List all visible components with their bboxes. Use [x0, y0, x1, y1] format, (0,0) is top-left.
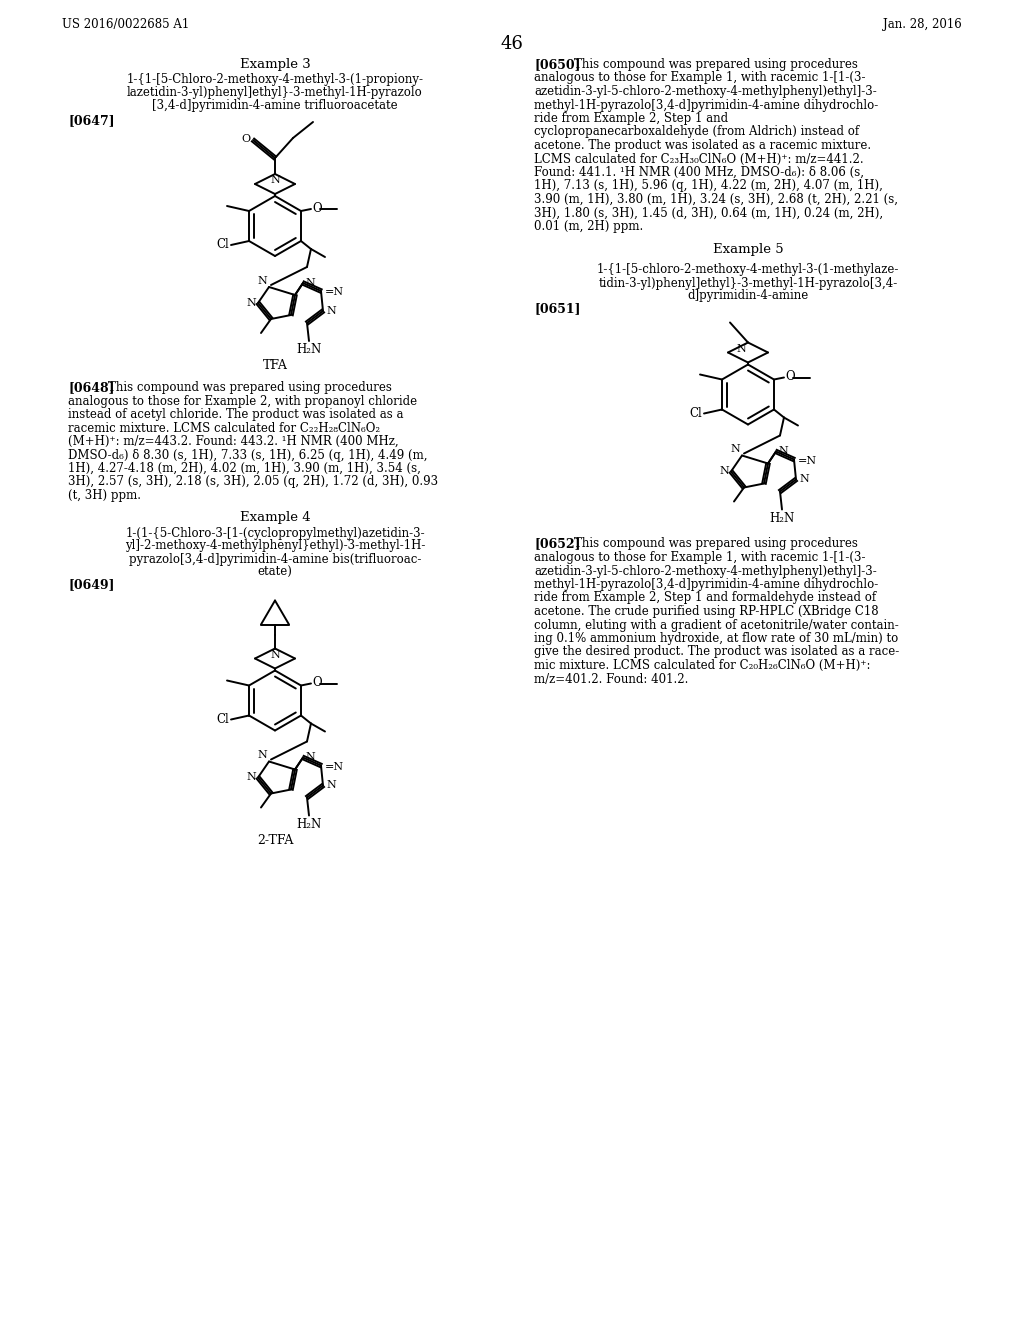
- Text: [0649]: [0649]: [68, 578, 115, 591]
- Text: [0647]: [0647]: [68, 114, 115, 127]
- Text: [0651]: [0651]: [534, 302, 581, 315]
- Text: pyrazolo[3,4-d]pyrimidin-4-amine bis(trifluoroac-: pyrazolo[3,4-d]pyrimidin-4-amine bis(tri…: [129, 553, 421, 565]
- Text: [0648]: [0648]: [68, 381, 115, 393]
- Text: analogous to those for Example 2, with propanoyl chloride: analogous to those for Example 2, with p…: [68, 395, 417, 408]
- Text: Example 3: Example 3: [240, 58, 310, 71]
- Text: (t, 3H) ppm.: (t, 3H) ppm.: [68, 488, 141, 502]
- Text: [0652]: [0652]: [534, 537, 581, 550]
- Text: N: N: [736, 343, 746, 354]
- Text: DMSO-d₆) δ 8.30 (s, 1H), 7.33 (s, 1H), 6.25 (q, 1H), 4.49 (m,: DMSO-d₆) δ 8.30 (s, 1H), 7.33 (s, 1H), 6…: [68, 449, 427, 462]
- Text: analogous to those for Example 1, with racemic 1-[1-(3-: analogous to those for Example 1, with r…: [534, 550, 865, 564]
- Text: N: N: [270, 649, 280, 660]
- Text: etate): etate): [258, 565, 293, 578]
- Text: 3.90 (m, 1H), 3.80 (m, 1H), 3.24 (s, 3H), 2.68 (t, 2H), 2.21 (s,: 3.90 (m, 1H), 3.80 (m, 1H), 3.24 (s, 3H)…: [534, 193, 898, 206]
- Text: N: N: [799, 474, 809, 484]
- Text: Example 4: Example 4: [240, 511, 310, 524]
- Text: N: N: [246, 298, 256, 308]
- Text: N: N: [305, 752, 314, 763]
- Text: instead of acetyl chloride. The product was isolated as a: instead of acetyl chloride. The product …: [68, 408, 403, 421]
- Text: 3H), 1.80 (s, 3H), 1.45 (d, 3H), 0.64 (m, 1H), 0.24 (m, 2H),: 3H), 1.80 (s, 3H), 1.45 (d, 3H), 0.64 (m…: [534, 206, 883, 219]
- Text: O: O: [241, 135, 250, 144]
- Text: 1H), 7.13 (s, 1H), 5.96 (q, 1H), 4.22 (m, 2H), 4.07 (m, 1H),: 1H), 7.13 (s, 1H), 5.96 (q, 1H), 4.22 (m…: [534, 180, 883, 193]
- Text: cyclopropanecarboxaldehyde (from Aldrich) instead of: cyclopropanecarboxaldehyde (from Aldrich…: [534, 125, 859, 139]
- Text: Jan. 28, 2016: Jan. 28, 2016: [884, 18, 962, 30]
- Text: O: O: [785, 370, 795, 383]
- Text: Cl: Cl: [216, 239, 229, 252]
- Text: [3,4-d]pyrimidin-4-amine trifluoroacetate: [3,4-d]pyrimidin-4-amine trifluoroacetat…: [153, 99, 397, 112]
- Text: This compound was prepared using procedures: This compound was prepared using procedu…: [574, 537, 858, 550]
- Text: analogous to those for Example 1, with racemic 1-[1-(3-: analogous to those for Example 1, with r…: [534, 71, 865, 84]
- Text: mic mixture. LCMS calculated for C₂₀H₂₆ClN₆O (M+H)⁺:: mic mixture. LCMS calculated for C₂₀H₂₆C…: [534, 659, 870, 672]
- Text: acetone. The product was isolated as a racemic mixture.: acetone. The product was isolated as a r…: [534, 139, 871, 152]
- Text: d]pyrimidin-4-amine: d]pyrimidin-4-amine: [687, 289, 809, 302]
- Text: 46: 46: [501, 36, 523, 53]
- Text: [0650]: [0650]: [534, 58, 581, 71]
- Text: =N: =N: [325, 286, 344, 297]
- Text: N: N: [778, 446, 787, 457]
- Text: give the desired product. The product was isolated as a race-: give the desired product. The product wa…: [534, 645, 899, 659]
- Text: Found: 441.1. ¹H NMR (400 MHz, DMSO-d₆): δ 8.06 (s,: Found: 441.1. ¹H NMR (400 MHz, DMSO-d₆):…: [534, 166, 864, 180]
- Text: 1-{1-[5-chloro-2-methoxy-4-methyl-3-(1-methylaze-: 1-{1-[5-chloro-2-methoxy-4-methyl-3-(1-m…: [597, 264, 899, 276]
- Text: N: N: [270, 176, 280, 185]
- Text: N: N: [326, 306, 336, 315]
- Text: Cl: Cl: [216, 713, 229, 726]
- Text: azetidin-3-yl-5-chloro-2-methoxy-4-methylphenyl)ethyl]-3-: azetidin-3-yl-5-chloro-2-methoxy-4-methy…: [534, 84, 877, 98]
- Text: (M+H)⁺: m/z=443.2. Found: 443.2. ¹H NMR (400 MHz,: (M+H)⁺: m/z=443.2. Found: 443.2. ¹H NMR …: [68, 436, 398, 447]
- Text: =N: =N: [325, 762, 344, 771]
- Text: N: N: [719, 466, 729, 477]
- Text: =N: =N: [798, 455, 817, 466]
- Text: H₂N: H₂N: [296, 817, 322, 830]
- Text: tidin-3-yl)phenyl]ethyl}-3-methyl-1H-pyrazolo[3,4-: tidin-3-yl)phenyl]ethyl}-3-methyl-1H-pyr…: [598, 276, 898, 289]
- Text: acetone. The crude purified using RP-HPLC (XBridge C18: acetone. The crude purified using RP-HPL…: [534, 605, 879, 618]
- Text: N: N: [730, 445, 740, 454]
- Text: N: N: [326, 780, 336, 791]
- Text: methyl-1H-pyrazolo[3,4-d]pyrimidin-4-amine dihydrochlo-: methyl-1H-pyrazolo[3,4-d]pyrimidin-4-ami…: [534, 99, 879, 111]
- Text: H₂N: H₂N: [769, 511, 795, 524]
- Text: N: N: [257, 751, 267, 760]
- Text: yl]-2-methoxy-4-methylphenyl}ethyl)-3-methyl-1H-: yl]-2-methoxy-4-methylphenyl}ethyl)-3-me…: [125, 540, 425, 553]
- Text: m/z=401.2. Found: 401.2.: m/z=401.2. Found: 401.2.: [534, 672, 688, 685]
- Text: methyl-1H-pyrazolo[3,4-d]pyrimidin-4-amine dihydrochlo-: methyl-1H-pyrazolo[3,4-d]pyrimidin-4-ami…: [534, 578, 879, 591]
- Text: 2-TFA: 2-TFA: [257, 833, 293, 846]
- Text: ing 0.1% ammonium hydroxide, at flow rate of 30 mL/min) to: ing 0.1% ammonium hydroxide, at flow rat…: [534, 632, 898, 645]
- Text: Cl: Cl: [689, 407, 702, 420]
- Text: ride from Example 2, Step 1 and: ride from Example 2, Step 1 and: [534, 112, 728, 125]
- Text: H₂N: H₂N: [296, 343, 322, 356]
- Text: 1-(1-{5-Chloro-3-[1-(cyclopropylmethyl)azetidin-3-: 1-(1-{5-Chloro-3-[1-(cyclopropylmethyl)a…: [125, 527, 425, 540]
- Text: LCMS calculated for C₂₃H₃₀ClN₆O (M+H)⁺: m/z=441.2.: LCMS calculated for C₂₃H₃₀ClN₆O (M+H)⁺: …: [534, 153, 863, 165]
- Text: O: O: [312, 202, 322, 214]
- Text: This compound was prepared using procedures: This compound was prepared using procedu…: [108, 381, 392, 393]
- Text: 0.01 (m, 2H) ppm.: 0.01 (m, 2H) ppm.: [534, 220, 643, 234]
- Text: 1-{1-[5-Chloro-2-methoxy-4-methyl-3-(1-propiony-: 1-{1-[5-Chloro-2-methoxy-4-methyl-3-(1-p…: [127, 73, 424, 86]
- Text: N: N: [246, 772, 256, 783]
- Text: O: O: [312, 676, 322, 689]
- Text: TFA: TFA: [262, 359, 288, 372]
- Text: 1H), 4.27-4.18 (m, 2H), 4.02 (m, 1H), 3.90 (m, 1H), 3.54 (s,: 1H), 4.27-4.18 (m, 2H), 4.02 (m, 1H), 3.…: [68, 462, 421, 475]
- Text: N: N: [305, 279, 314, 288]
- Text: column, eluting with a gradient of acetonitrile/water contain-: column, eluting with a gradient of aceto…: [534, 619, 899, 631]
- Text: azetidin-3-yl-5-chloro-2-methoxy-4-methylphenyl)ethyl]-3-: azetidin-3-yl-5-chloro-2-methoxy-4-methy…: [534, 565, 877, 578]
- Text: ride from Example 2, Step 1 and formaldehyde instead of: ride from Example 2, Step 1 and formalde…: [534, 591, 877, 605]
- Text: N: N: [257, 276, 267, 286]
- Text: racemic mixture. LCMS calculated for C₂₂H₂₈ClN₆O₂: racemic mixture. LCMS calculated for C₂₂…: [68, 421, 380, 434]
- Text: US 2016/0022685 A1: US 2016/0022685 A1: [62, 18, 189, 30]
- Text: lazetidin-3-yl)phenyl]ethyl}-3-methyl-1H-pyrazolo: lazetidin-3-yl)phenyl]ethyl}-3-methyl-1H…: [127, 86, 423, 99]
- Text: 3H), 2.57 (s, 3H), 2.18 (s, 3H), 2.05 (q, 2H), 1.72 (d, 3H), 0.93: 3H), 2.57 (s, 3H), 2.18 (s, 3H), 2.05 (q…: [68, 475, 438, 488]
- Text: This compound was prepared using procedures: This compound was prepared using procedu…: [574, 58, 858, 71]
- Text: Example 5: Example 5: [713, 243, 783, 256]
